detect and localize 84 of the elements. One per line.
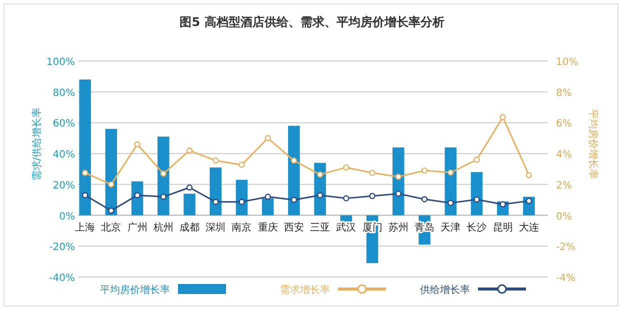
bar [105, 128, 118, 216]
point [108, 208, 114, 214]
y-tick-label: 100% [46, 57, 75, 68]
legend-label: 平均房价增长率 [100, 284, 170, 296]
bar [184, 194, 196, 216]
y2-tick-label: -4% [556, 273, 576, 284]
x-tick-label: 三亚 [310, 222, 330, 234]
bar [392, 147, 404, 216]
legend-label: 需求增长率 [280, 284, 330, 296]
point [186, 147, 193, 154]
point [212, 157, 219, 164]
point [421, 167, 428, 174]
x-tick-label: 武汉 [336, 221, 356, 234]
y-tick-label: -40% [49, 273, 75, 284]
point [290, 157, 298, 164]
y2-tick-label: 2% [556, 180, 572, 192]
legend-label: 供给增长率 [420, 284, 470, 296]
x-tick-label: 成都 [180, 221, 200, 234]
point [500, 201, 506, 208]
y-tick-label: 40% [52, 150, 75, 161]
point [526, 198, 532, 204]
x-tick-label: 北京 [101, 221, 122, 234]
point [238, 162, 245, 168]
point [526, 172, 532, 178]
y2-tick-label: 8% [556, 88, 572, 99]
point [160, 170, 166, 177]
point [160, 194, 166, 200]
y2-tick-label: 0% [556, 211, 572, 222]
point [448, 200, 454, 206]
point [395, 174, 402, 180]
point [186, 184, 193, 191]
y-axis-title: 需求/供给增长率 [31, 107, 43, 181]
y2-axis-title: 平均房价增长率 [587, 109, 599, 179]
y2-tick-label: 10% [556, 57, 578, 68]
y-tick-label: -20% [49, 242, 75, 254]
point [316, 192, 324, 198]
point [395, 190, 402, 197]
y2-tick-label: 4% [556, 150, 572, 161]
point [474, 196, 480, 203]
point [238, 198, 245, 205]
point [474, 156, 480, 163]
x-tick-label: 广州 [127, 221, 148, 234]
point [82, 170, 88, 176]
y2-tick-label: 6% [556, 118, 572, 130]
point [82, 192, 88, 198]
bar [288, 126, 300, 216]
x-tick-label: 天津 [440, 221, 461, 234]
point [448, 169, 454, 176]
x-tick-label: 西安 [284, 221, 304, 234]
y-tick-label: 20% [52, 180, 75, 192]
point [134, 192, 140, 198]
y-tick-label: 0% [59, 211, 75, 222]
point [108, 181, 114, 188]
x-tick-label: 深圳 [206, 221, 226, 234]
chart-title: 图5 高档型酒店供给、需求、平均房价增长率分析 [180, 15, 444, 29]
point [421, 196, 428, 202]
x-tick-label: 杭州 [152, 221, 174, 234]
x-tick-label: 长沙 [466, 221, 487, 234]
x-tick-label: 昆明 [492, 222, 513, 234]
point [316, 171, 324, 178]
point [290, 196, 298, 203]
x-tick-label: 苏州 [388, 221, 408, 234]
x-tick-label: 上海 [75, 221, 96, 234]
bar [470, 172, 483, 216]
y2-tick-label: -2% [556, 242, 576, 254]
bar [158, 136, 170, 216]
bar [236, 180, 248, 216]
point [343, 164, 350, 171]
bar [262, 198, 274, 216]
x-tick-label: 南京 [232, 221, 252, 234]
point [264, 135, 271, 142]
point [264, 194, 271, 200]
bar [210, 167, 222, 216]
bar [79, 80, 91, 216]
y-tick-label: 60% [52, 118, 75, 130]
y-tick-label: 80% [52, 88, 75, 99]
point [343, 195, 350, 202]
point [369, 170, 376, 176]
x-tick-label: 重庆 [258, 221, 278, 234]
point [500, 114, 506, 120]
x-tick-label: 大连 [518, 221, 539, 234]
point [134, 141, 140, 148]
point [212, 198, 219, 205]
point [369, 192, 376, 200]
